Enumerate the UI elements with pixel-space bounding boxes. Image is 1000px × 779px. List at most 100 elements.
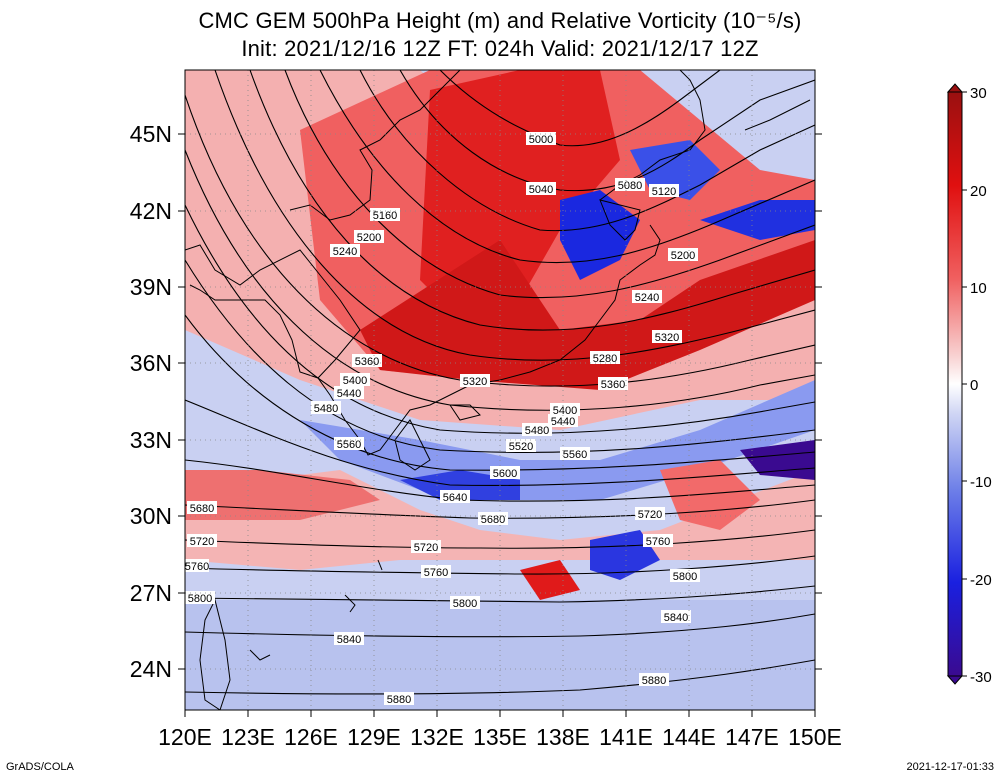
svg-text:5760: 5760 <box>185 561 209 573</box>
lon-label: 123E <box>221 724 275 750</box>
lon-label: 147E <box>725 724 779 750</box>
lat-tick-labels: 45N 42N 39N 36N 33N 30N 27N 24N <box>130 121 172 682</box>
svg-text:5680: 5680 <box>190 503 214 515</box>
contour-label: 5120 <box>649 184 679 198</box>
lon-label: 126E <box>284 724 338 750</box>
contour-label: 5480 <box>311 401 341 415</box>
svg-text:5560: 5560 <box>337 439 361 451</box>
colorbar-label: 20 <box>970 183 987 200</box>
svg-text:5800: 5800 <box>673 571 697 583</box>
svg-text:5840: 5840 <box>337 634 361 646</box>
contour-label: 5240 <box>632 290 662 304</box>
svg-text:5160: 5160 <box>373 210 397 222</box>
svg-text:5800: 5800 <box>188 593 212 605</box>
svg-text:5320: 5320 <box>655 332 679 344</box>
lon-tick-labels: 120E 123E 126E 129E 132E 135E 138E 141E … <box>158 724 842 750</box>
svg-text:5120: 5120 <box>652 186 676 198</box>
contour-label: 5360 <box>598 377 628 391</box>
contour-label: 5040 <box>526 182 556 196</box>
contour-label: 5680 <box>478 512 508 526</box>
contour-label: 5200 <box>668 248 698 262</box>
svg-text:5440: 5440 <box>551 416 575 428</box>
svg-text:5520: 5520 <box>509 441 533 453</box>
contour-label: 5720 <box>187 534 217 548</box>
lon-tick-marks <box>184 710 816 717</box>
contour-label: 5520 <box>506 439 536 453</box>
contour-label: 5640 <box>440 490 470 504</box>
svg-text:5280: 5280 <box>593 353 617 365</box>
contour-label: 5440 <box>334 386 364 400</box>
footer-timestamp: 2021-12-17-01:33 <box>906 761 994 773</box>
lat-label: 30N <box>130 503 172 529</box>
contour-label: 5720 <box>635 507 665 521</box>
lon-label: 135E <box>473 724 527 750</box>
lat-label: 45N <box>130 121 172 147</box>
colorbar-label: 10 <box>970 280 987 297</box>
svg-text:5800: 5800 <box>453 598 477 610</box>
svg-text:5720: 5720 <box>638 509 662 521</box>
colorbar-label: 30 <box>970 85 987 102</box>
colorbar-top-arrow <box>946 83 964 93</box>
svg-text:5240: 5240 <box>333 246 357 258</box>
contour-label: 5840 <box>661 610 691 624</box>
title-line-1: CMC GEM 500hPa Height (m) and Relative V… <box>198 8 802 33</box>
svg-text:5040: 5040 <box>529 184 553 196</box>
contour-label: 5720 <box>411 540 441 554</box>
svg-text:5360: 5360 <box>355 356 379 368</box>
svg-text:5760: 5760 <box>646 536 670 548</box>
svg-text:5880: 5880 <box>642 675 666 687</box>
svg-text:5760: 5760 <box>424 567 448 579</box>
svg-text:5640: 5640 <box>443 492 467 504</box>
lon-label: 132E <box>410 724 464 750</box>
svg-text:5440: 5440 <box>337 388 361 400</box>
lat-label: 27N <box>130 580 172 606</box>
lat-label: 42N <box>130 198 172 224</box>
contour-label: 5880 <box>384 692 414 706</box>
contour-label: 5560 <box>334 437 364 451</box>
contour-label: 5280 <box>590 351 620 365</box>
contour-label: 5160 <box>370 208 400 222</box>
svg-text:5360: 5360 <box>601 379 625 391</box>
svg-text:5200: 5200 <box>671 250 695 262</box>
svg-text:5560: 5560 <box>563 449 587 461</box>
svg-text:5400: 5400 <box>343 375 367 387</box>
contour-label: 5200 <box>354 230 384 244</box>
title-line-2: Init: 2021/12/16 12Z FT: 024h Valid: 202… <box>241 36 759 61</box>
contour-label: 5880 <box>639 673 669 687</box>
colorbar: 30 20 10 0 -10 -20 -30 <box>946 83 992 686</box>
svg-text:5480: 5480 <box>314 403 338 415</box>
svg-text:5000: 5000 <box>529 134 553 146</box>
svg-text:5320: 5320 <box>463 376 487 388</box>
contour-label: 5600 <box>490 466 520 480</box>
svg-text:5680: 5680 <box>481 514 505 526</box>
graticule <box>185 70 815 710</box>
contour-label: 5560 <box>560 447 590 461</box>
contour-label: 5480 <box>522 423 552 437</box>
height-contours <box>185 70 815 695</box>
svg-text:5880: 5880 <box>387 694 411 706</box>
contour-label: 5840 <box>334 632 364 646</box>
colorbar-bottom-arrow <box>946 675 964 685</box>
contour-label: 5800 <box>185 591 215 605</box>
lat-label: 39N <box>130 274 172 300</box>
colorbar-label: -30 <box>970 669 992 686</box>
footer-credit: GrADS/COLA <box>6 761 74 773</box>
svg-text:5080: 5080 <box>618 180 642 192</box>
contour-label: 5400 <box>340 373 370 387</box>
lon-label: 141E <box>599 724 653 750</box>
svg-text:5480: 5480 <box>525 425 549 437</box>
contour-label: 5760 <box>185 559 209 573</box>
contour-label: 5800 <box>450 596 480 610</box>
svg-text:5720: 5720 <box>190 536 214 548</box>
colorbar-label: -10 <box>970 474 992 491</box>
lat-label: 36N <box>130 350 172 376</box>
colorbar-label: -20 <box>970 572 992 589</box>
contour-label: 5360 <box>352 354 382 368</box>
lat-label: 33N <box>130 427 172 453</box>
svg-text:5200: 5200 <box>357 232 381 244</box>
svg-text:5840: 5840 <box>664 612 688 624</box>
lat-tick-marks <box>178 133 822 670</box>
contour-label: 5320 <box>652 330 682 344</box>
contour-label: 5240 <box>330 244 360 258</box>
contour-label: 5680 <box>187 501 217 515</box>
